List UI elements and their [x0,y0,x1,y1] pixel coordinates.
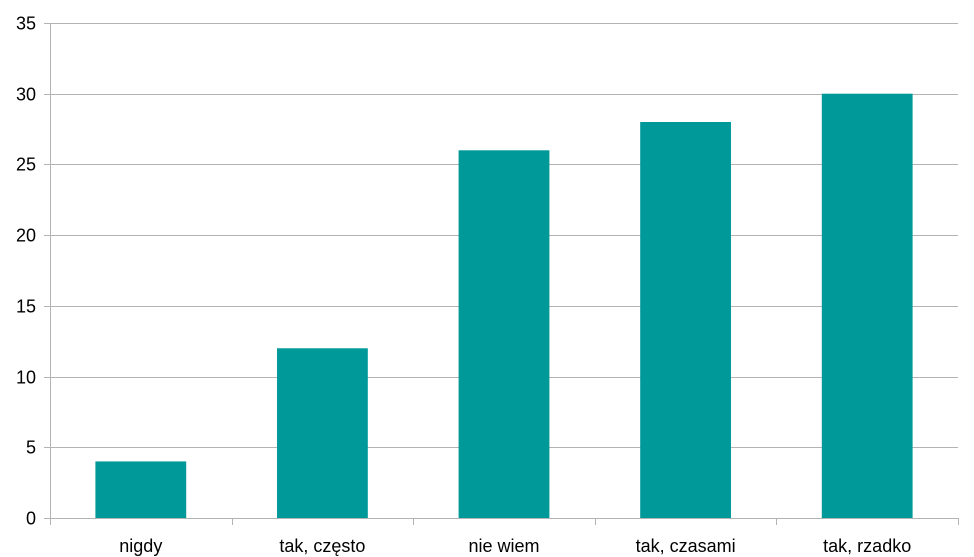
y-tick-label: 20 [16,226,36,246]
y-tick-label: 15 [16,297,36,317]
y-tick-label: 5 [26,438,36,458]
x-tick-label: nie wiem [468,536,539,556]
bar [821,93,913,518]
x-tick-label: nigdy [119,536,162,556]
x-tick-label: tak, często [279,536,365,556]
x-tick-labels: nigdy tak, często nie wiem tak, czasami tak,… [119,536,911,556]
bar [458,150,550,519]
y-tick-labels: 0 5 10 15 20 25 30 35 [16,14,36,529]
bar [95,461,187,518]
y-tick-label: 25 [16,155,36,175]
x-tick-label: tak, czasami [636,536,736,556]
bar [277,348,368,518]
bar [640,122,731,518]
y-tick-label: 30 [16,85,36,105]
y-tick-label: 10 [16,368,36,388]
x-tick-label: tak, rzadko [823,536,911,556]
axes [44,23,959,525]
y-tick-label: 35 [16,14,36,34]
bars [95,93,913,519]
y-tick-label: 0 [26,509,36,529]
